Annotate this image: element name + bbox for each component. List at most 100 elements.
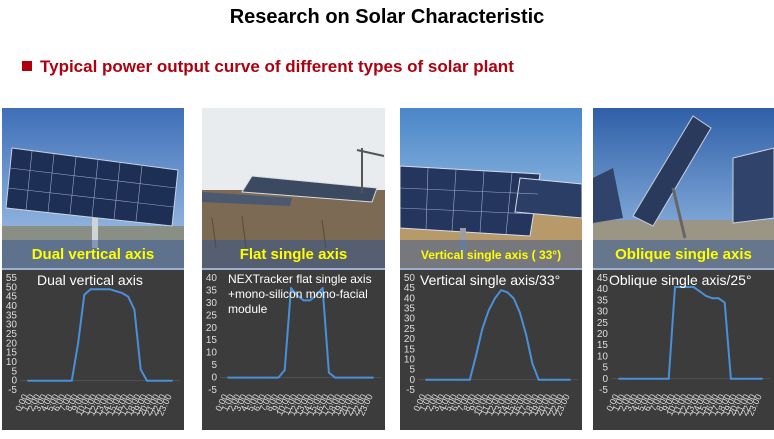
- data-point: [89, 288, 92, 291]
- data-point: [164, 379, 167, 382]
- y-tick-label: 50: [6, 282, 18, 293]
- y-tick-label: 20: [404, 334, 416, 345]
- data-point: [359, 376, 362, 379]
- data-point: [283, 369, 286, 371]
- y-tick-label: 50: [404, 273, 416, 284]
- data-point: [309, 299, 311, 302]
- page-title: Research on Solar Characteristic: [229, 6, 545, 28]
- chart-vertical-single-axis: -5 0 5 10 15 20 25 30 35 40 45 50 0:00 1:00 2:00 3:00 4:…: [400, 270, 582, 430]
- y-tick-label: -5: [208, 385, 217, 396]
- data-point: [717, 297, 720, 300]
- data-point: [114, 290, 117, 292]
- y-tick-label: 40: [206, 273, 218, 284]
- panel-flat-single-axis: Flat single axis -5 0 5 10 15 20 25 30 35 40 0:00 1…: [202, 108, 385, 430]
- data-point: [437, 378, 440, 381]
- data-point: [277, 376, 280, 379]
- y-tick-label: 35: [206, 285, 218, 296]
- data-point: [475, 354, 477, 357]
- data-point: [27, 379, 29, 382]
- data-point: [95, 288, 98, 291]
- y-tick-label: 5: [11, 366, 17, 377]
- data-point: [127, 295, 130, 298]
- data-point: [569, 378, 571, 381]
- photo-flat-single-axis: [202, 108, 385, 268]
- chart-label: Vertical single axis/33°: [420, 272, 561, 288]
- data-point: [346, 376, 349, 379]
- y-tick-label: 5: [409, 365, 415, 376]
- y-tick-label: 10: [404, 354, 416, 365]
- y-tick-label: 30: [404, 314, 416, 325]
- data-point: [45, 379, 48, 382]
- data-point: [271, 376, 274, 379]
- data-point: [686, 286, 689, 288]
- y-tick-label: 15: [597, 340, 609, 351]
- y-tick-label: 25: [206, 310, 218, 321]
- data-point: [736, 377, 739, 380]
- y-tick-label: 40: [6, 301, 18, 312]
- data-point: [544, 378, 546, 381]
- data-point: [636, 377, 639, 380]
- y-tick-label: 25: [597, 318, 609, 329]
- data-point: [372, 376, 374, 379]
- photo-caption: Vertical single axis ( 33°): [400, 240, 582, 270]
- data-point: [550, 378, 553, 381]
- y-tick-label: 15: [404, 344, 416, 355]
- power-series-line: [619, 286, 762, 380]
- data-point: [365, 376, 368, 379]
- chart-label-line: NEXTracker flat single axis: [228, 272, 372, 286]
- data-point: [705, 295, 707, 297]
- data-point: [102, 288, 105, 291]
- power-series-line: [426, 289, 570, 381]
- data-point: [321, 287, 324, 289]
- data-point: [83, 293, 86, 296]
- data-point: [227, 376, 229, 379]
- chart-label: Oblique single axis/25°: [609, 272, 752, 288]
- data-point: [239, 376, 242, 379]
- data-point: [33, 379, 36, 382]
- data-point: [506, 291, 509, 294]
- data-point: [556, 378, 559, 381]
- y-tick-label: 55: [6, 273, 18, 284]
- data-point: [642, 377, 645, 380]
- data-point: [742, 377, 745, 380]
- data-point: [512, 297, 515, 300]
- data-point: [264, 376, 267, 379]
- y-tick-label: 45: [404, 283, 416, 294]
- data-point: [425, 378, 427, 381]
- data-point: [519, 311, 521, 314]
- y-tick-label: 30: [206, 298, 218, 309]
- data-point: [624, 377, 627, 380]
- data-point: [487, 309, 490, 312]
- data-point: [500, 289, 503, 292]
- y-tick-label: 35: [597, 295, 609, 306]
- data-point: [233, 376, 236, 379]
- data-point: [290, 287, 292, 289]
- y-tick-label: 5: [602, 363, 608, 374]
- data-point: [680, 286, 683, 288]
- data-point: [58, 379, 61, 382]
- photo-caption: Flat single axis: [202, 240, 385, 270]
- y-tick-label: 30: [6, 320, 18, 331]
- data-point: [723, 301, 726, 304]
- data-point: [468, 378, 471, 381]
- photo-dual-vertical-axis: [2, 108, 184, 268]
- y-tick-label: 35: [404, 304, 416, 315]
- y-tick-label: -5: [406, 385, 415, 396]
- data-point: [258, 376, 261, 379]
- y-tick-label: 25: [6, 329, 18, 340]
- photo-oblique-single-axis: [593, 108, 774, 268]
- y-tick-label: 10: [206, 348, 218, 359]
- power-output-chart: -50510152025303540450:001:002:003:004:00…: [597, 273, 770, 417]
- section-subtitle: Typical power output curve of different …: [22, 57, 514, 77]
- y-tick-label: 40: [597, 284, 609, 295]
- data-point: [462, 378, 465, 381]
- y-tick-label: 0: [409, 375, 415, 386]
- data-point: [525, 334, 528, 336]
- y-tick-label: 35: [6, 310, 18, 321]
- y-tick-label: 0: [602, 374, 608, 385]
- data-point: [340, 376, 343, 379]
- y-tick-label: 20: [597, 329, 609, 340]
- data-point: [327, 371, 330, 374]
- power-series-line: [28, 288, 172, 382]
- power-output-chart: -505101520253035404550550:001:002:003:00…: [6, 273, 180, 417]
